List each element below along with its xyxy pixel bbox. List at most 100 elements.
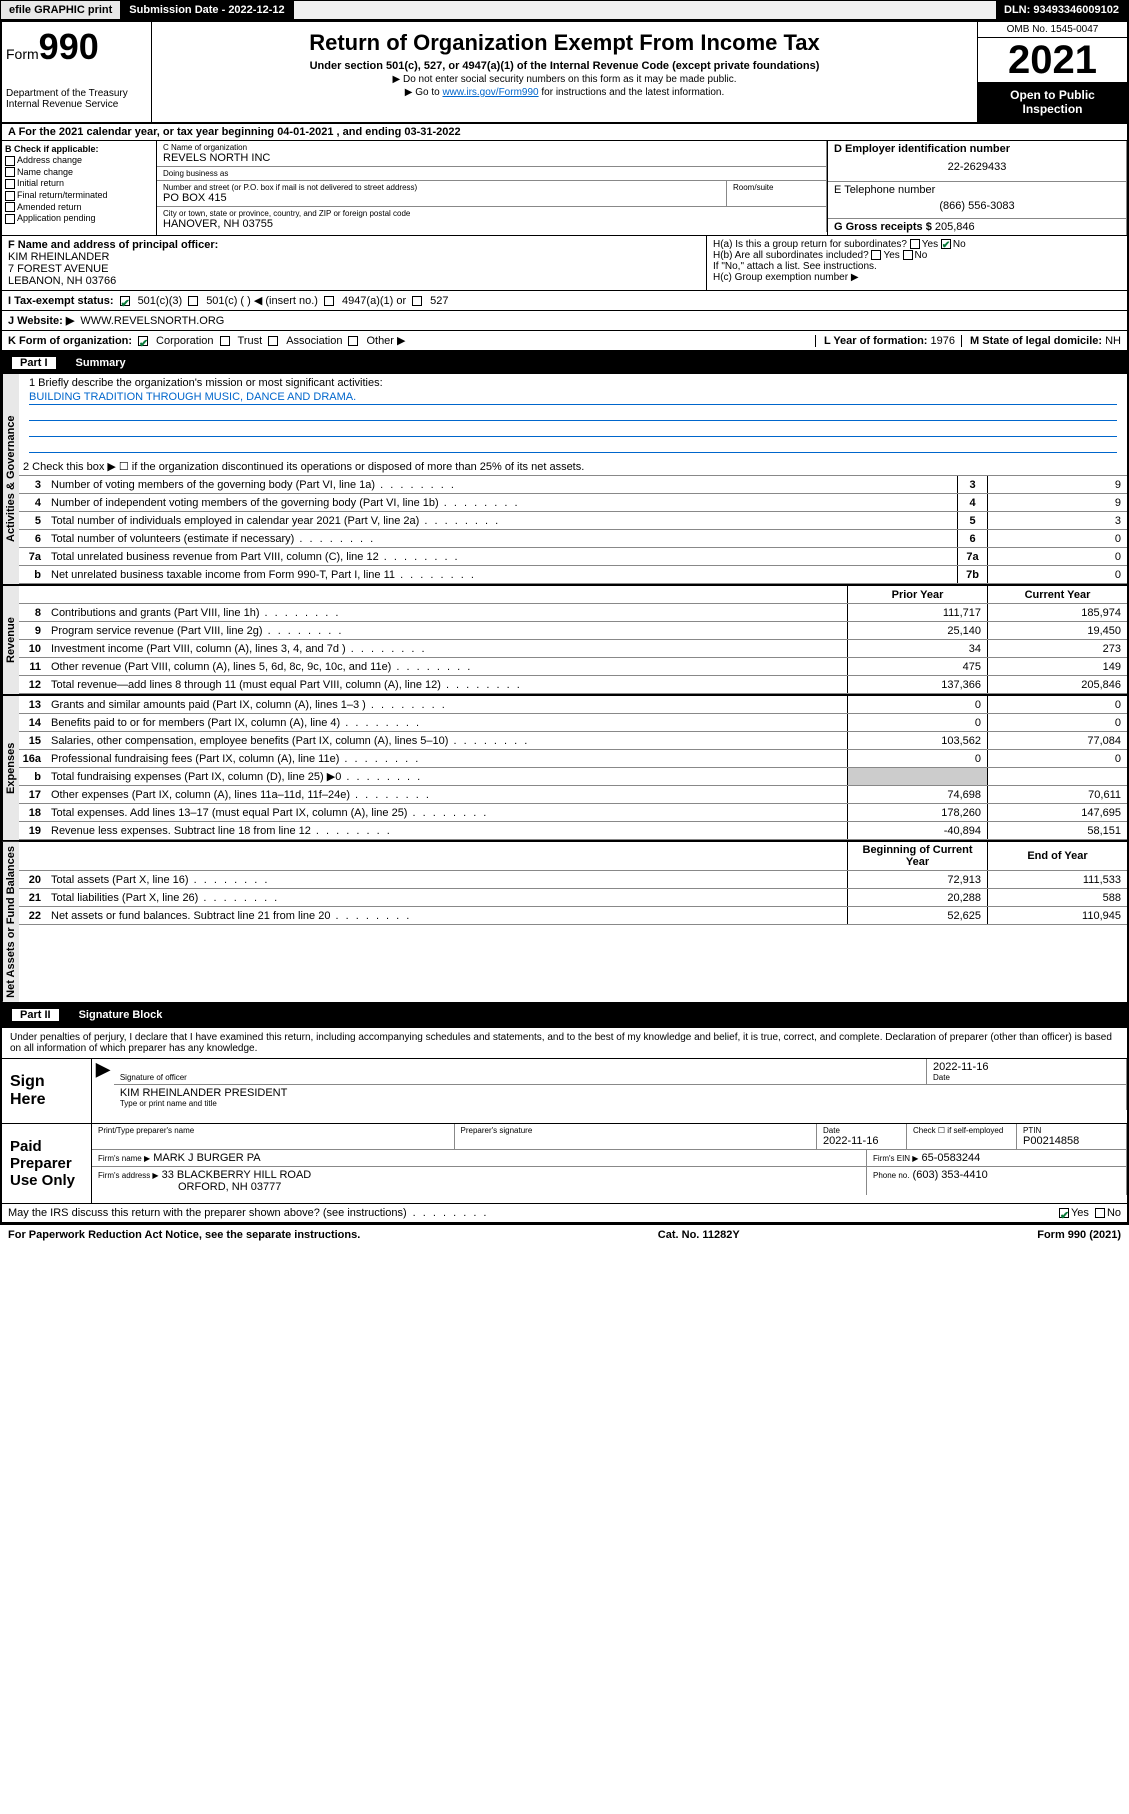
efile-label[interactable]: efile GRAPHIC print	[1, 1, 121, 19]
part2-header: Part II Signature Block	[0, 1004, 1129, 1026]
dept-label: Department of the Treasury Internal Reve…	[6, 88, 147, 110]
footer-left: For Paperwork Reduction Act Notice, see …	[8, 1229, 360, 1241]
prior-year-head: Prior Year	[847, 586, 987, 603]
arrow-icon: ▶	[92, 1059, 114, 1123]
prep-name-cell: Print/Type preparer's name	[92, 1124, 455, 1149]
discuss-line: May the IRS discuss this return with the…	[2, 1204, 1127, 1222]
firm-name-cell: Firm's name ▶ MARK J BURGER PA	[92, 1150, 867, 1166]
identification-block: B Check if applicable: Address change Na…	[0, 141, 1129, 236]
data-line: 18Total expenses. Add lines 13–17 (must …	[19, 804, 1127, 822]
self-emp-cell: Check ☐ if self-employed	[907, 1124, 1017, 1149]
mission-text: BUILDING TRADITION THROUGH MUSIC, DANCE …	[29, 391, 1117, 405]
chk-other[interactable]	[348, 336, 358, 346]
discuss-no[interactable]: No	[1095, 1207, 1121, 1219]
chk-501c[interactable]	[188, 296, 198, 306]
chk-amended[interactable]: Amended return	[5, 202, 153, 213]
sect-revenue: Revenue Prior Year Current Year 8Contrib…	[2, 586, 1127, 696]
m-block: M State of legal domicile: NH	[961, 335, 1121, 347]
l-block: L Year of formation: 1976	[815, 335, 955, 347]
ein-value: 22-2629433	[834, 155, 1120, 179]
chk-527[interactable]	[412, 296, 422, 306]
prep-date-cell: Date2022-11-16	[817, 1124, 907, 1149]
sect-net: Net Assets or Fund Balances Beginning of…	[2, 842, 1127, 1002]
form-header: Form990 Department of the Treasury Inter…	[0, 20, 1129, 124]
chk-assoc[interactable]	[268, 336, 278, 346]
chk-initial-return[interactable]: Initial return	[5, 178, 153, 189]
header-mid: Return of Organization Exempt From Incom…	[152, 22, 977, 122]
i-label: I Tax-exempt status:	[8, 295, 114, 307]
f-label: F Name and address of principal officer:	[8, 239, 700, 251]
sign-here-row: Sign Here ▶ Signature of officer 2022-11…	[2, 1059, 1127, 1124]
header-right: OMB No. 1545-0047 2021 Open to Public In…	[977, 22, 1127, 122]
perjury-text: Under penalties of perjury, I declare th…	[2, 1028, 1127, 1059]
net-header-row: Beginning of Current Year End of Year	[19, 842, 1127, 871]
irs-link[interactable]: www.irs.gov/Form990	[442, 87, 538, 98]
officer-name: KIM RHEINLANDER	[8, 251, 700, 263]
section-a: A For the 2021 calendar year, or tax yea…	[0, 124, 1129, 141]
dots	[413, 1207, 489, 1219]
net-body: Beginning of Current Year End of Year 20…	[19, 842, 1127, 1002]
discuss-yes[interactable]: ✔Yes	[1059, 1207, 1089, 1219]
header-left: Form990 Department of the Treasury Inter…	[2, 22, 152, 122]
mission-blank1	[29, 407, 1117, 421]
sign-cells: Signature of officer 2022-11-16Date KIM …	[114, 1059, 1127, 1123]
instr-1: ▶ Do not enter social security numbers o…	[160, 74, 969, 85]
end-year-head: End of Year	[987, 842, 1127, 870]
sig-officer-cell: Signature of officer	[114, 1059, 927, 1084]
chk-trust[interactable]	[220, 336, 230, 346]
chk-final-return[interactable]: Final return/terminated	[5, 190, 153, 201]
exp-body: 13Grants and similar amounts paid (Part …	[19, 696, 1127, 840]
data-line: bTotal fundraising expenses (Part IX, co…	[19, 768, 1127, 786]
instr2-post: for instructions and the latest informat…	[539, 87, 725, 98]
check-b-column: B Check if applicable: Address change Na…	[2, 141, 157, 235]
tab-governance: Activities & Governance	[2, 374, 19, 584]
part2-heading: Signature Block	[79, 1009, 163, 1021]
instr2-pre: ▶ Go to	[405, 87, 443, 98]
hc-line: H(c) Group exemption number ▶	[713, 272, 1121, 283]
chk-4947[interactable]	[324, 296, 334, 306]
firm-ein-cell: Firm's EIN ▶ 65-0583244	[867, 1150, 1127, 1166]
chk-address-change[interactable]: Address change	[5, 155, 153, 166]
prep-sig-cell: Preparer's signature	[455, 1124, 818, 1149]
officer-addr2: LEBANON, NH 03766	[8, 275, 700, 287]
gov-line: 5Total number of individuals employed in…	[19, 512, 1127, 530]
data-line: 11Other revenue (Part VIII, column (A), …	[19, 658, 1127, 676]
city-cell: City or town, state or province, country…	[157, 207, 827, 232]
data-line: 16aProfessional fundraising fees (Part I…	[19, 750, 1127, 768]
footer-mid: Cat. No. 11282Y	[658, 1229, 740, 1241]
city-label: City or town, state or province, country…	[163, 209, 820, 218]
part1-title: Part I	[12, 357, 56, 369]
check-b-label: B Check if applicable:	[5, 144, 153, 154]
open-public-badge: Open to Public Inspection	[978, 82, 1127, 122]
phone-cell: E Telephone number (866) 556-3083	[828, 182, 1127, 219]
dba-label: Doing business as	[163, 169, 820, 178]
chk-501c3[interactable]: ✔	[120, 296, 130, 306]
hb-note: If "No," attach a list. See instructions…	[713, 261, 1121, 272]
f-block: F Name and address of principal officer:…	[2, 236, 707, 290]
part1-body: Activities & Governance 1 Briefly descri…	[0, 374, 1129, 1004]
gov-line: 7aTotal unrelated business revenue from …	[19, 548, 1127, 566]
gov-line: 3Number of voting members of the governi…	[19, 476, 1127, 494]
gov-line: 4Number of independent voting members of…	[19, 494, 1127, 512]
data-line: 19Revenue less expenses. Subtract line 1…	[19, 822, 1127, 840]
paid-label: Paid Preparer Use Only	[2, 1124, 92, 1203]
discuss-text: May the IRS discuss this return with the…	[8, 1207, 407, 1219]
gov-body: 1 Briefly describe the organization's mi…	[19, 374, 1127, 584]
chk-corp[interactable]: ✔	[138, 336, 148, 346]
paid-preparer-row: Paid Preparer Use Only Print/Type prepar…	[2, 1124, 1127, 1204]
dln-label: DLN: 93493346009102	[996, 1, 1128, 19]
tax-year: 2021	[978, 38, 1127, 82]
mission-label: 1 Briefly describe the organization's mi…	[29, 377, 1117, 389]
sign-here-label: Sign Here	[2, 1059, 92, 1123]
firm-addr-cell: Firm's address ▶ 33 BLACKBERRY HILL ROAD…	[92, 1167, 867, 1195]
hb-line: H(b) Are all subordinates included? Yes …	[713, 250, 1121, 261]
mission-blank3	[29, 439, 1117, 453]
org-info-column: C Name of organization REVELS NORTH INC …	[157, 141, 827, 235]
gross-label: G Gross receipts $	[834, 221, 932, 233]
chk-app-pending[interactable]: Application pending	[5, 213, 153, 224]
chk-name-change[interactable]: Name change	[5, 167, 153, 178]
klm-line: K Form of organization: ✔Corporation Tru…	[0, 331, 1129, 352]
sig-date-cell: 2022-11-16Date	[927, 1059, 1127, 1084]
rev-body: Prior Year Current Year 8Contributions a…	[19, 586, 1127, 694]
tab-revenue: Revenue	[2, 586, 19, 694]
